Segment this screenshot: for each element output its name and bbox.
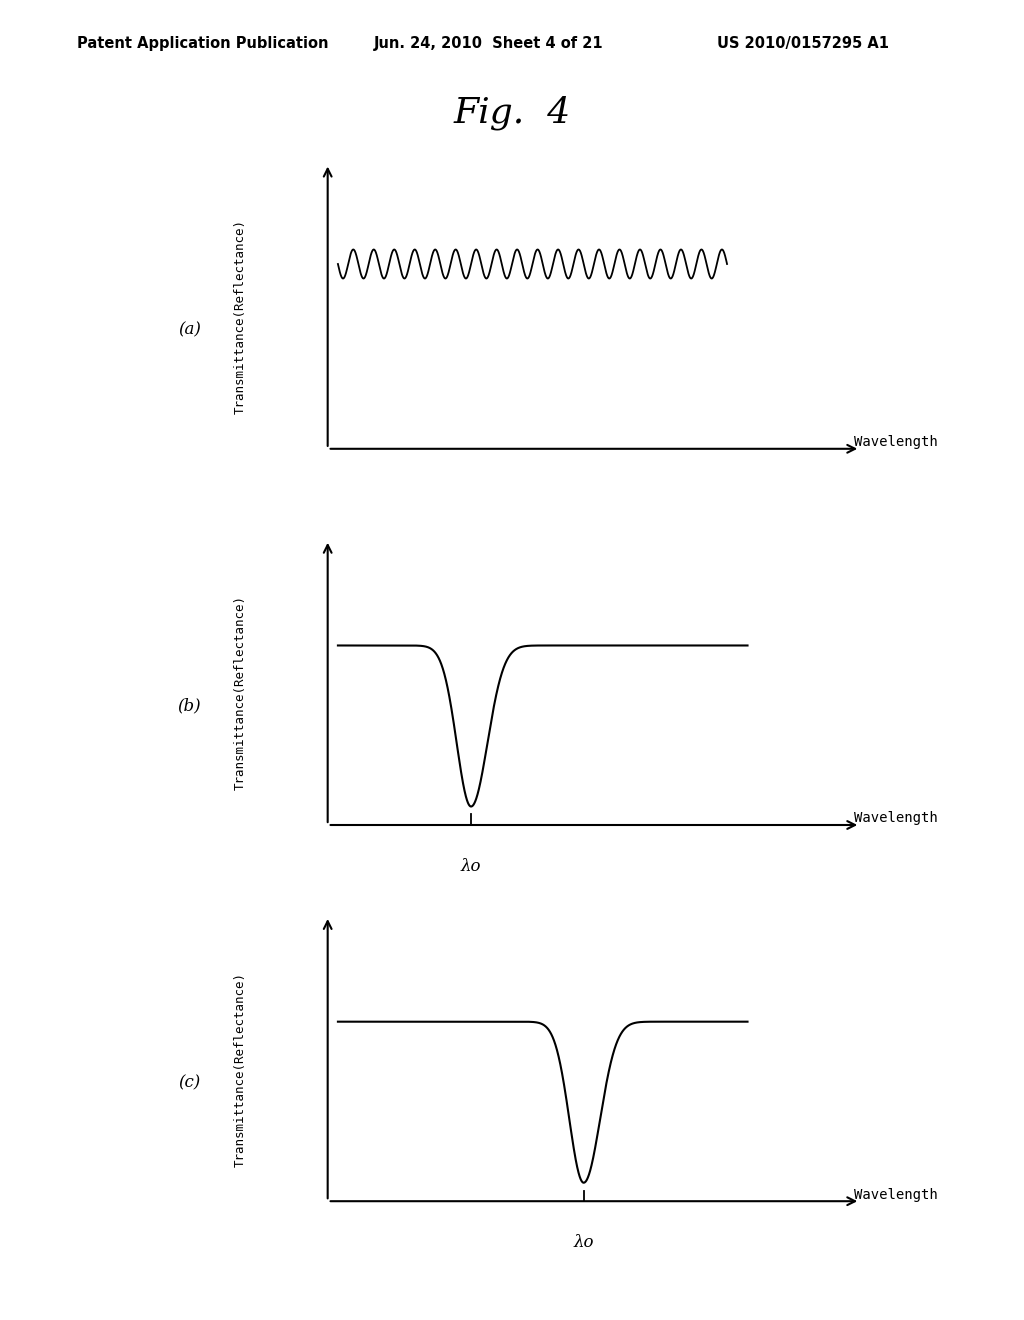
Text: Wavelength: Wavelength — [854, 1188, 938, 1201]
Text: λo: λo — [461, 858, 481, 875]
Text: Patent Application Publication: Patent Application Publication — [77, 36, 329, 50]
Text: (b): (b) — [177, 698, 202, 714]
Text: (a): (a) — [178, 322, 201, 338]
Text: Jun. 24, 2010  Sheet 4 of 21: Jun. 24, 2010 Sheet 4 of 21 — [374, 36, 603, 50]
Text: Transmittance(Reflectance): Transmittance(Reflectance) — [234, 595, 247, 791]
Text: Wavelength: Wavelength — [854, 436, 938, 449]
Text: Transmittance(Reflectance): Transmittance(Reflectance) — [234, 972, 247, 1167]
Text: Wavelength: Wavelength — [854, 812, 938, 825]
Text: US 2010/0157295 A1: US 2010/0157295 A1 — [717, 36, 889, 50]
Text: λo: λo — [573, 1234, 594, 1251]
Text: Fig.  4: Fig. 4 — [454, 95, 570, 129]
Text: Transmittance(Reflectance): Transmittance(Reflectance) — [234, 219, 247, 414]
Text: (c): (c) — [178, 1074, 201, 1090]
